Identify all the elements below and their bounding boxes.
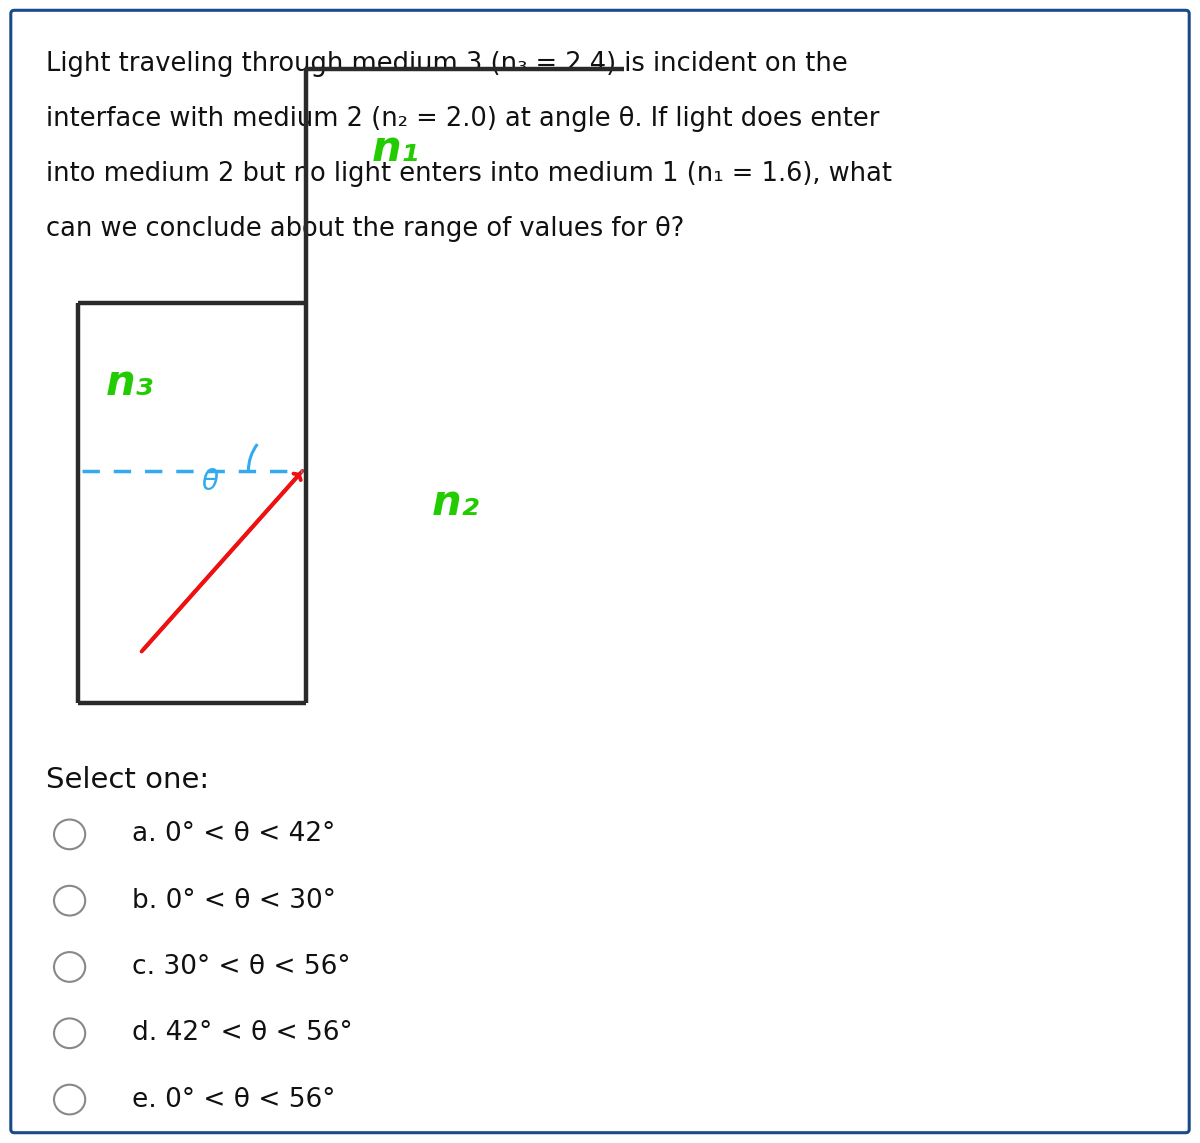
Text: can we conclude about the range of values for θ?: can we conclude about the range of value… (46, 216, 684, 242)
Text: d. 42° < θ < 56°: d. 42° < θ < 56° (132, 1021, 353, 1046)
Text: c. 30° < θ < 56°: c. 30° < θ < 56° (132, 954, 350, 980)
Text: b. 0° < θ < 30°: b. 0° < θ < 30° (132, 888, 336, 913)
Text: n₁: n₁ (372, 128, 420, 169)
Text: Select one:: Select one: (46, 766, 209, 793)
Text: Light traveling through medium 3 (n₃ = 2.4) is incident on the: Light traveling through medium 3 (n₃ = 2… (46, 51, 847, 78)
Text: e. 0° < θ < 56°: e. 0° < θ < 56° (132, 1087, 335, 1112)
Text: into medium 2 but no light enters into medium 1 (n₁ = 1.6), what: into medium 2 but no light enters into m… (46, 161, 892, 187)
Text: $\theta$: $\theta$ (200, 469, 220, 496)
Text: interface with medium 2 (n₂ = 2.0) at angle θ. If light does enter: interface with medium 2 (n₂ = 2.0) at an… (46, 106, 880, 133)
Text: n₂: n₂ (432, 482, 480, 523)
Text: n₃: n₃ (106, 362, 154, 403)
Text: a. 0° < θ < 42°: a. 0° < θ < 42° (132, 822, 335, 847)
